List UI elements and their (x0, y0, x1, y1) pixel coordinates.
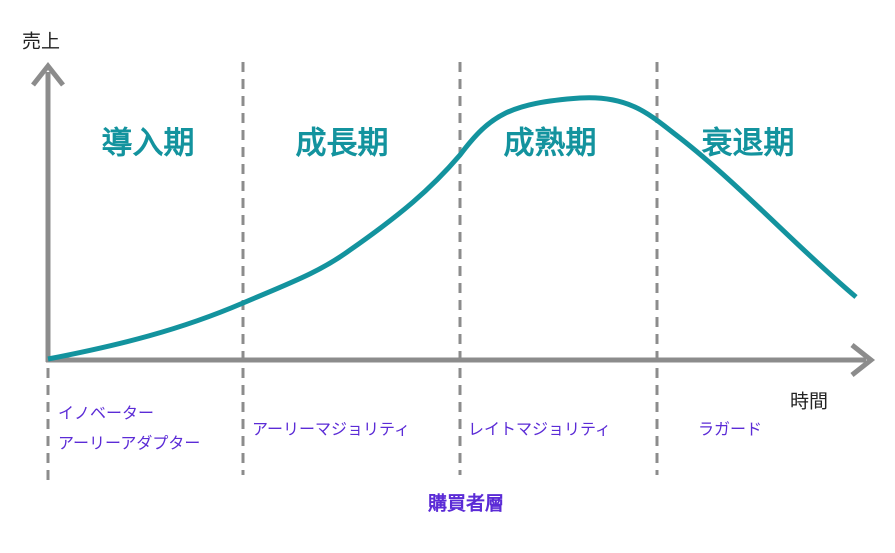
stage-label: 成熟期 (504, 126, 597, 162)
buyer-group-label: アーリーマジョリティ (252, 420, 410, 439)
x-axis-label: 時間 (790, 391, 828, 413)
stage-label: 導入期 (102, 126, 195, 162)
x-axis-arrow (850, 343, 876, 377)
footer-label: 購買者層 (428, 492, 504, 515)
buyer-group-label: ラガード (698, 420, 762, 439)
y-axis-arrow (31, 61, 65, 87)
y-axis-label: 売上 (22, 31, 60, 53)
stage-label: 衰退期 (702, 126, 795, 162)
buyer-group-label: イノベーター (58, 404, 154, 423)
sales-curve (47, 95, 858, 362)
stage-label: 成長期 (296, 126, 389, 162)
buyer-group-label: レイトマジョリティ (468, 420, 611, 439)
buyer-group-label: アーリーアダプター (58, 434, 200, 453)
